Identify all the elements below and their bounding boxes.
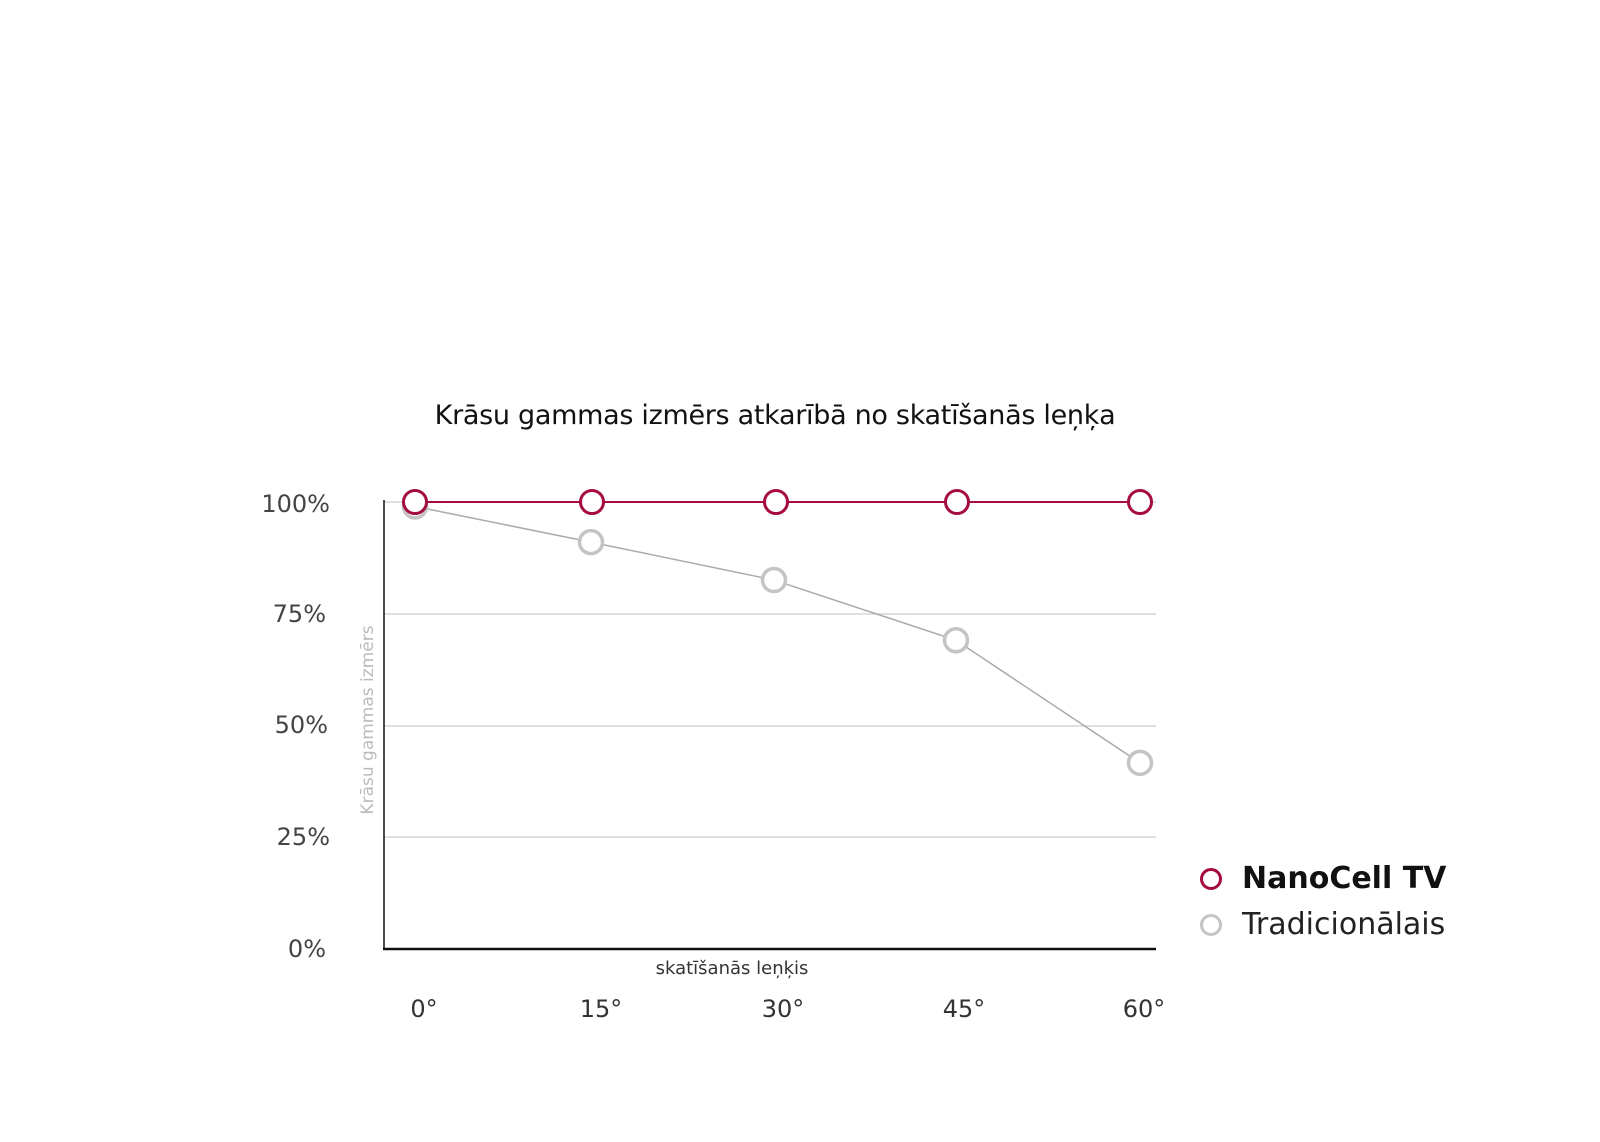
legend-label: NanoCell TV: [1242, 861, 1447, 896]
data-point-marker: [577, 528, 605, 556]
data-point-marker: [402, 489, 428, 515]
series-nanocell: [402, 489, 1153, 515]
series-traditional: [401, 493, 1154, 777]
y-tick-100: 100%: [261, 490, 330, 518]
x-tick-15: 15°: [579, 995, 623, 1023]
y-tick-25: 25%: [276, 823, 330, 851]
data-point-marker: [760, 566, 788, 594]
x-tick-45: 45°: [942, 995, 986, 1023]
y-tick-75: 75%: [272, 600, 326, 628]
data-point-marker: [763, 489, 789, 515]
data-point-marker: [1127, 489, 1153, 515]
y-axis-label: Krāsu gammas izmērs: [358, 625, 378, 815]
legend-item-nanocell: NanoCell TV: [1200, 861, 1446, 896]
x-tick-0: 0°: [410, 995, 438, 1023]
x-axis-label: skatīšanās leņķis: [655, 958, 809, 979]
legend-item-traditional: Tradicionālais: [1200, 907, 1445, 942]
circle-marker-icon: [1200, 913, 1222, 936]
data-point-marker: [1126, 749, 1154, 777]
data-point-marker: [942, 627, 970, 654]
x-tick-60: 60°: [1122, 995, 1166, 1023]
circle-marker-icon: [1200, 867, 1222, 890]
y-tick-50: 50%: [274, 711, 328, 739]
legend-label: Tradicionālais: [1242, 907, 1446, 942]
y-tick-0: 0%: [287, 935, 326, 963]
chart-title: Krāsu gammas izmērs atkarībā no skatīšan…: [434, 400, 1116, 431]
data-point-marker: [579, 489, 605, 515]
series-line: [414, 505, 1141, 764]
data-point-marker: [944, 489, 970, 515]
gridlines: [384, 501, 1156, 838]
x-tick-30: 30°: [761, 995, 805, 1023]
